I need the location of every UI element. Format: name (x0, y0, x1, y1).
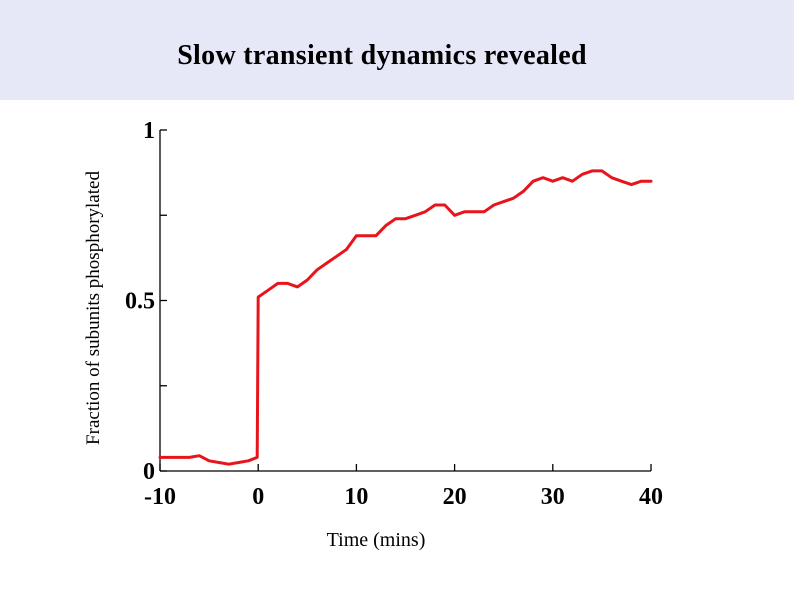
x-tick-label: 20 (443, 484, 467, 510)
x-axis-label: Time (mins) (326, 529, 426, 551)
y-tick-label: 1 (143, 118, 155, 144)
y-tick-label: 0 (143, 459, 155, 485)
x-tick-label: -10 (144, 484, 176, 510)
x-tick-label: 0 (252, 484, 264, 510)
slide-title: Slow transient dynamics revealed (177, 40, 587, 71)
x-tick-label: 40 (639, 484, 663, 510)
x-tick-label: 10 (344, 484, 368, 510)
title-band (0, 0, 794, 100)
y-axis-label: Fraction of subunits phosphorylated (83, 171, 104, 445)
series-line (158, 169, 653, 466)
y-tick-label: 0.5 (125, 289, 155, 315)
x-tick-label: 30 (541, 484, 565, 510)
